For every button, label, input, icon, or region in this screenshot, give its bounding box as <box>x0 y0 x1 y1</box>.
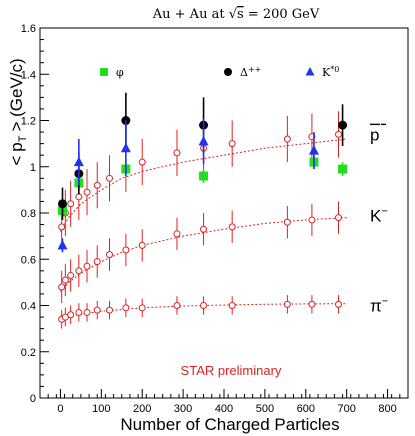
y-axis-label-sub: T <box>17 135 29 142</box>
chart-title-pre: Au + Au at <box>152 7 229 22</box>
legend-label: Δ++ <box>240 65 261 79</box>
y-tick-label: 1 <box>30 162 36 174</box>
annotation-star-preliminary: STAR preliminary <box>181 363 282 378</box>
data-point <box>308 145 319 155</box>
data-point <box>334 130 342 138</box>
data-point <box>283 218 291 226</box>
y-tick-label: 1.2 <box>21 116 36 128</box>
data-point <box>173 302 181 309</box>
data-point <box>73 156 84 167</box>
x-axis-label: Number of Charged Particles <box>120 415 339 434</box>
data-point <box>228 140 236 148</box>
data-point <box>283 300 291 308</box>
svg-text:<pT> (GeV/c): < pT > (GeV/c) <box>7 58 29 165</box>
data-point <box>93 258 101 266</box>
legend-label: φ <box>116 66 124 79</box>
data-point <box>106 174 114 182</box>
data-point <box>67 271 75 279</box>
data-point <box>83 188 91 196</box>
chart-title-post: = 200 GeV <box>244 7 320 22</box>
x-tick-label: 200 <box>133 403 151 415</box>
data-point <box>138 158 146 166</box>
data-point <box>200 225 208 233</box>
data-point <box>61 276 69 284</box>
legend-item: Δ++ <box>224 65 261 79</box>
chart-title: Au + Au at √s = 200 GeV <box>152 7 320 22</box>
plot-area: 0 100 200 300 400 500 600 700 800 0 0.2 0.4 0.6 0.8 1 1… <box>21 23 409 415</box>
data-point <box>122 304 130 312</box>
curve-label: p <box>370 125 379 144</box>
x-tick-label: 700 <box>337 403 355 415</box>
legend-marker <box>305 67 315 76</box>
data-point <box>93 306 101 314</box>
y-tick-label: 0 <box>30 393 36 405</box>
data-point <box>120 142 131 153</box>
data-point <box>58 223 66 231</box>
data-point <box>83 308 91 316</box>
data-point <box>334 300 342 308</box>
y-tick-label: 1.6 <box>21 23 36 35</box>
data-point <box>138 304 146 312</box>
x-tick-label: 600 <box>297 403 315 415</box>
x-tick-label: 800 <box>378 403 396 415</box>
data-point <box>83 262 91 270</box>
y-tick-label: 0.2 <box>21 347 36 359</box>
legend-marker <box>100 68 108 76</box>
data-point <box>199 171 209 181</box>
y-axis-label-close: > (GeV/c) <box>7 58 26 131</box>
x-tick-label: 400 <box>215 403 233 415</box>
data-point <box>228 302 236 309</box>
data-point <box>200 302 208 309</box>
fit-curve <box>60 217 347 292</box>
data-point <box>338 120 348 130</box>
chart-title-s: s <box>237 7 244 22</box>
data-point <box>138 241 146 249</box>
x-tick-label: 0 <box>57 403 63 415</box>
y-tick-label: 0.8 <box>21 208 36 220</box>
data-point <box>334 214 342 222</box>
y-tick-label: 1.4 <box>21 69 36 81</box>
data-point <box>75 308 83 316</box>
x-tick-label: 100 <box>92 403 110 415</box>
data-point <box>228 223 236 231</box>
legend-item: K*0 <box>305 65 339 79</box>
y-axis-label-p: p <box>7 142 26 151</box>
y-axis-label-open: < <box>7 156 26 166</box>
y-tick-label: 0.4 <box>21 301 36 313</box>
x-tick-label: 300 <box>174 403 192 415</box>
data-point <box>338 164 348 174</box>
chart-title-sqrt: √ <box>229 7 238 22</box>
curve-label: K− <box>370 205 388 225</box>
data-point <box>67 200 75 208</box>
data-point <box>75 193 83 201</box>
data-point <box>122 246 130 254</box>
legend-label: K*0 <box>322 65 339 79</box>
data-point <box>75 267 83 275</box>
data-point <box>308 300 316 308</box>
data-point <box>173 149 181 157</box>
data-point <box>57 239 68 250</box>
legend-item: φ <box>100 66 124 79</box>
data-point <box>106 251 114 259</box>
data-point <box>93 181 101 189</box>
data-point <box>67 311 75 319</box>
data-point <box>57 199 67 209</box>
curve-label: π− <box>370 296 388 316</box>
legend-marker <box>224 68 232 76</box>
data-point <box>173 230 181 238</box>
x-tick-label: 500 <box>256 403 274 415</box>
data-point <box>308 216 316 224</box>
plot-frame <box>39 27 409 399</box>
y-axis-label: < pT > (GeV/c) <box>7 58 29 165</box>
data-point <box>58 283 66 291</box>
y-tick-label: 0.6 <box>21 254 36 266</box>
data-point <box>283 135 291 143</box>
data-point <box>198 135 209 146</box>
data-point <box>106 306 114 314</box>
svg-text:Au + Au at √s = 200 GeV: Au + Au at √s = 200 GeV <box>152 7 320 22</box>
